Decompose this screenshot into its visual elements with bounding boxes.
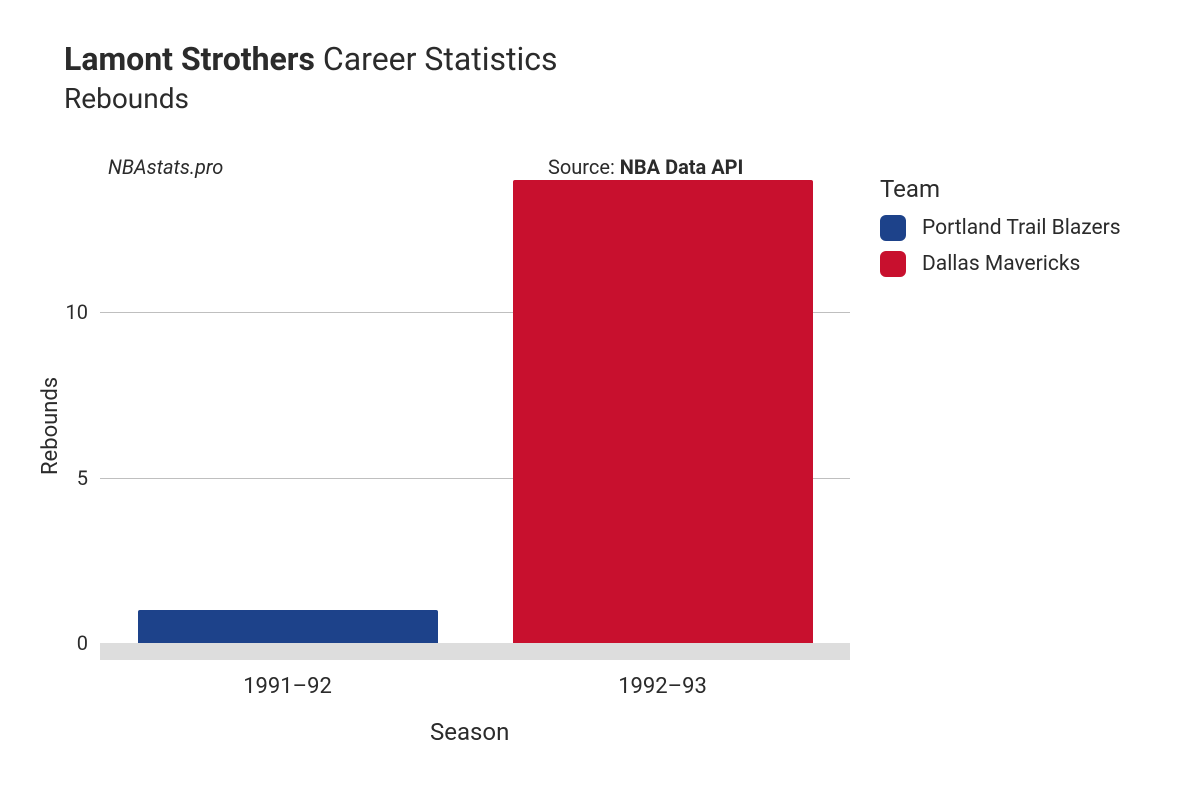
- bar: [138, 610, 438, 643]
- watermark-text: NBAstats.pro: [108, 155, 223, 179]
- title-line-1: Lamont Strothers Career Statistics: [64, 40, 558, 78]
- legend-label: Dallas Mavericks: [922, 252, 1080, 276]
- y-tick-label: 5: [77, 466, 88, 490]
- baseline: [100, 643, 850, 660]
- y-axis-label: Rebounds: [38, 377, 63, 475]
- legend-item: Dallas Mavericks: [880, 251, 1121, 277]
- chart-root: Lamont Strothers Career Statistics Rebou…: [0, 0, 1200, 800]
- title-player-name: Lamont Strothers: [64, 40, 315, 78]
- x-axis-label: Season: [430, 718, 509, 746]
- legend-label: Portland Trail Blazers: [922, 216, 1121, 240]
- x-tick-label: 1991–92: [243, 674, 332, 699]
- y-tick-label: 0: [77, 631, 88, 655]
- title-subtitle: Rebounds: [64, 82, 558, 115]
- legend-swatch: [880, 251, 906, 277]
- legend: Team Portland Trail Blazers Dallas Maveri…: [880, 175, 1121, 287]
- legend-title: Team: [880, 175, 1121, 203]
- title-suffix: Career Statistics: [315, 40, 558, 78]
- source-name: NBA Data API: [620, 155, 744, 179]
- y-tick-label: 10: [66, 300, 88, 324]
- x-tick-label: 1992–93: [618, 674, 707, 699]
- legend-swatch: [880, 215, 906, 241]
- bar: [513, 180, 813, 643]
- chart-title: Lamont Strothers Career Statistics Rebou…: [64, 40, 558, 115]
- source-attribution: Source: NBA Data API: [548, 155, 743, 179]
- source-prefix: Source:: [548, 155, 620, 179]
- plot-area: 05101991–921992–93: [100, 180, 850, 660]
- legend-item: Portland Trail Blazers: [880, 215, 1121, 241]
